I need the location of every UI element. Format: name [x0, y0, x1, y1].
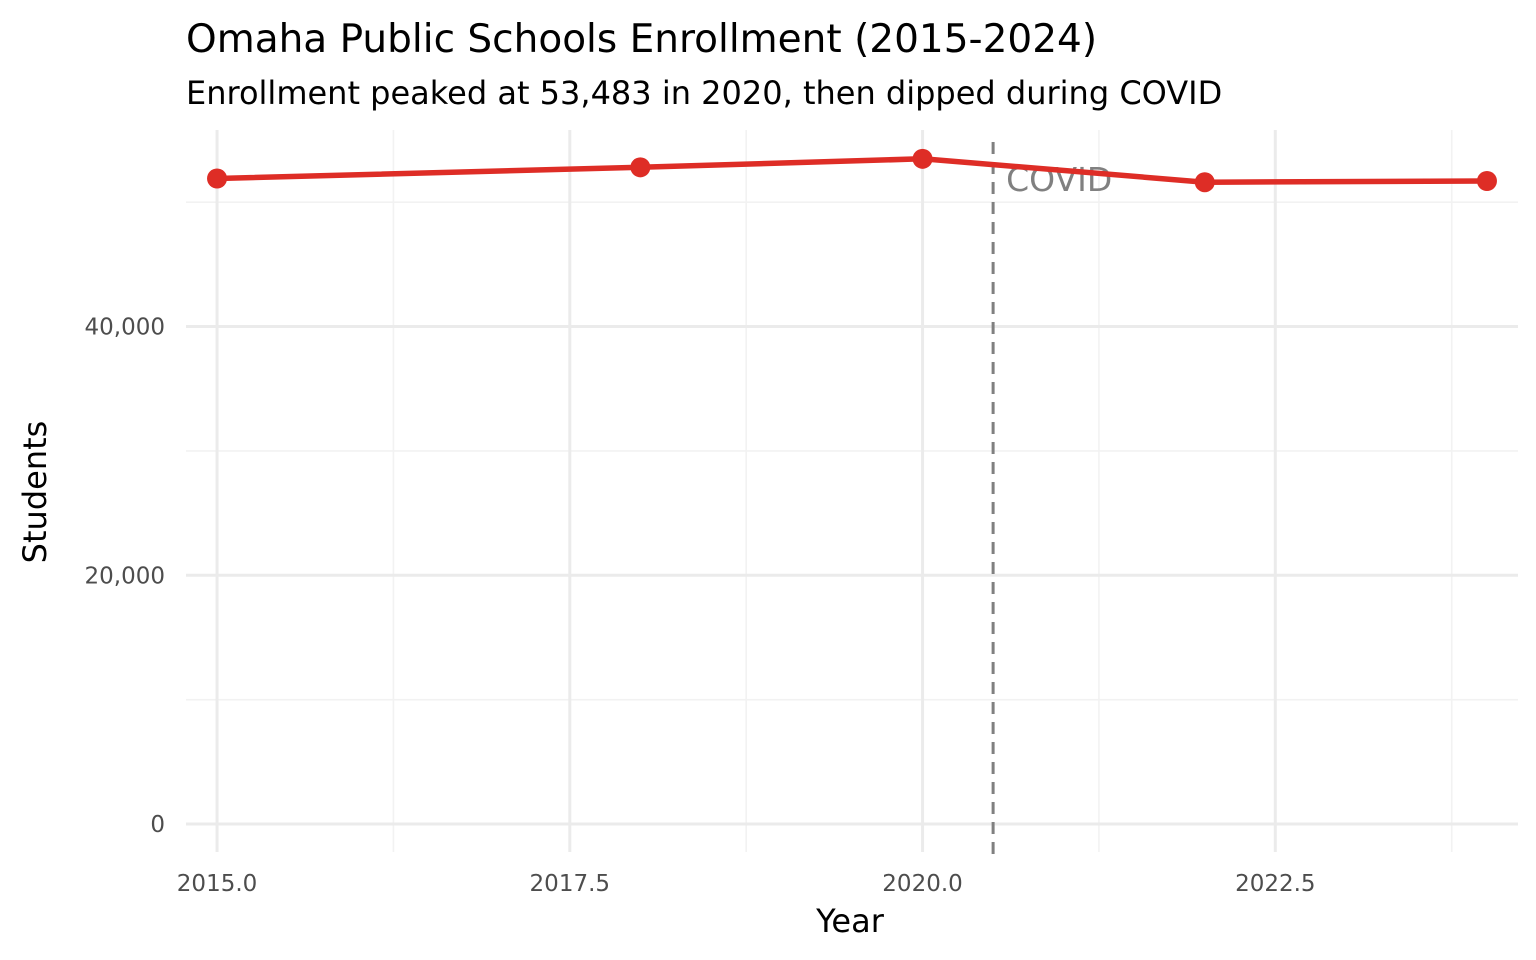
x-axis-title: Year: [815, 902, 885, 940]
x-tick-label: 2017.5: [530, 871, 610, 897]
data-point: [1476, 170, 1497, 191]
y-tick-label: 40,000: [85, 315, 165, 341]
axis-tick-labels: 2015.0 2017.5 2020.0 2022.5 0 20,000 40,000: [85, 315, 1316, 897]
x-tick-label: 2020.0: [882, 871, 962, 897]
y-tick-label: 0: [150, 812, 165, 838]
data-point: [912, 148, 933, 169]
x-tick-label: 2015.0: [177, 871, 257, 897]
chart-title: Omaha Public Schools Enrollment (2015-20…: [186, 17, 1097, 62]
enrollment-line: [214, 156, 1490, 185]
chart-subtitle: Enrollment peaked at 53,483 in 2020, the…: [186, 74, 1222, 112]
data-point: [1194, 172, 1215, 193]
data-series: [207, 148, 1497, 193]
y-axis-title: Students: [16, 421, 54, 564]
annotations: COVID: [991, 142, 1112, 858]
x-tick-label: 2022.5: [1235, 871, 1315, 897]
y-tick-label: 20,000: [85, 563, 165, 589]
grid-lines: [186, 130, 1518, 852]
data-point: [207, 168, 228, 189]
data-point: [630, 157, 651, 178]
